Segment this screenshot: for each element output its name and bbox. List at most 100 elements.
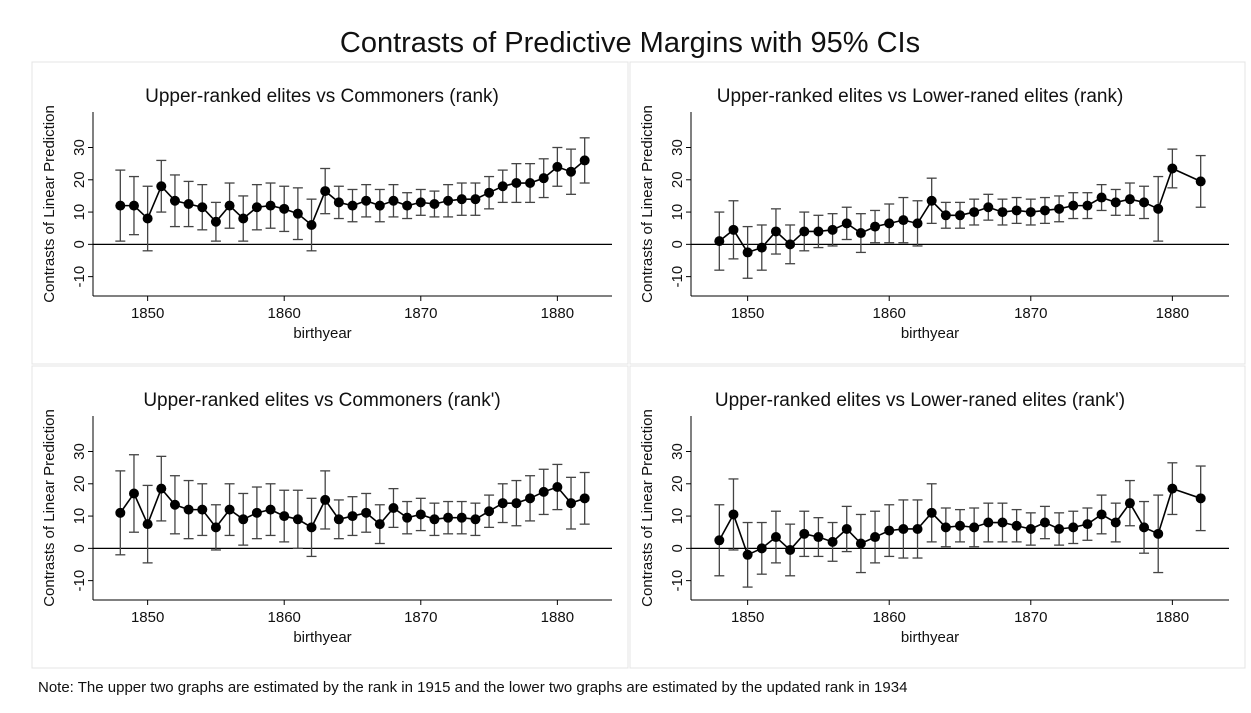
point <box>511 498 522 509</box>
point <box>306 219 317 230</box>
point <box>224 200 235 211</box>
point <box>983 517 994 528</box>
point <box>265 504 276 515</box>
x-tick-label: 1880 <box>541 609 574 626</box>
x-tick-label: 1850 <box>131 609 164 626</box>
point <box>855 228 866 239</box>
point <box>785 544 796 555</box>
point <box>742 247 753 258</box>
point <box>238 213 249 224</box>
point <box>1096 192 1107 203</box>
y-tick-label: -10 <box>71 570 88 592</box>
point <box>388 195 399 206</box>
point <box>827 224 838 235</box>
y-tick-label: -10 <box>669 570 686 592</box>
point <box>210 522 221 533</box>
point <box>443 195 454 206</box>
x-tick-label: 1860 <box>873 305 906 322</box>
point <box>997 207 1008 218</box>
y-tick-label: 10 <box>71 204 88 221</box>
point <box>238 514 249 525</box>
point <box>484 506 495 517</box>
y-axis-label: Contrasts of Linear Prediction <box>41 409 58 607</box>
y-axis-label: Contrasts of Linear Prediction <box>639 105 656 303</box>
point <box>926 195 937 206</box>
point <box>579 155 590 166</box>
point <box>566 498 577 509</box>
point <box>128 488 139 499</box>
x-tick-label: 1860 <box>873 609 906 626</box>
point <box>1153 203 1164 214</box>
point <box>1082 200 1093 211</box>
x-tick-label: 1860 <box>268 609 301 626</box>
point <box>1195 176 1206 187</box>
y-tick-label: 30 <box>669 443 686 460</box>
x-axis-label: birthyear <box>293 629 351 646</box>
point <box>770 226 781 237</box>
point <box>1110 517 1121 528</box>
x-axis-label: birthyear <box>901 325 959 342</box>
point <box>785 239 796 250</box>
point <box>429 199 440 209</box>
point <box>841 218 852 229</box>
point <box>538 486 549 497</box>
point <box>770 532 781 543</box>
point <box>566 166 577 177</box>
point <box>1139 522 1150 533</box>
point <box>1011 520 1022 531</box>
y-tick-label: 20 <box>669 171 686 188</box>
point <box>884 525 895 536</box>
point <box>912 523 923 534</box>
y-tick-label: 10 <box>669 508 686 525</box>
point <box>347 511 358 522</box>
point <box>156 483 167 494</box>
point <box>1195 493 1206 504</box>
y-tick-label: 30 <box>71 139 88 156</box>
panel-title: Upper-ranked elites vs Lower-raned elite… <box>715 390 1125 411</box>
point <box>579 493 590 504</box>
point <box>210 216 221 227</box>
point <box>742 549 753 560</box>
point <box>884 218 895 229</box>
point <box>1068 522 1079 533</box>
point <box>969 207 980 218</box>
point <box>333 197 344 208</box>
y-tick-label: 30 <box>71 443 88 460</box>
x-tick-label: 1850 <box>731 305 764 322</box>
y-tick-label: 20 <box>71 475 88 492</box>
point <box>969 522 980 533</box>
point <box>197 202 208 213</box>
y-axis-label: Contrasts of Linear Prediction <box>639 409 656 607</box>
panel-title: Upper-ranked elites vs Commoners (rank') <box>143 390 500 411</box>
y-tick-label: 0 <box>71 240 88 248</box>
point <box>538 173 549 184</box>
point <box>1025 523 1036 534</box>
point <box>898 215 909 226</box>
point <box>1025 207 1036 218</box>
point <box>1039 517 1050 528</box>
point <box>1082 519 1093 530</box>
y-tick-label: 20 <box>669 475 686 492</box>
point <box>169 499 180 510</box>
point <box>940 522 951 533</box>
point <box>525 493 536 504</box>
x-tick-label: 1870 <box>404 609 437 626</box>
point <box>388 503 399 513</box>
point <box>347 200 358 211</box>
point <box>1096 509 1107 520</box>
point <box>183 504 194 515</box>
point <box>1124 498 1135 509</box>
y-tick-label: 10 <box>71 508 88 525</box>
point <box>320 186 331 197</box>
point <box>169 195 180 206</box>
x-tick-label: 1850 <box>731 609 764 626</box>
point <box>997 517 1008 528</box>
point <box>484 187 495 198</box>
x-axis-label: birthyear <box>293 325 351 342</box>
point <box>456 512 467 523</box>
panel <box>31 61 629 365</box>
point <box>415 197 426 208</box>
point <box>728 224 739 235</box>
point <box>415 509 426 520</box>
point <box>552 482 563 493</box>
